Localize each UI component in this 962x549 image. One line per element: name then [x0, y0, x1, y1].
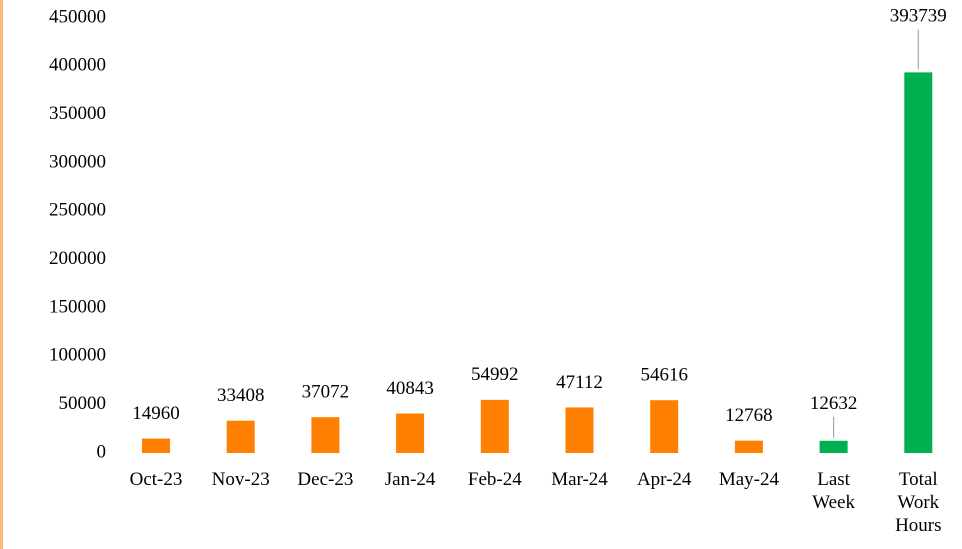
y-tick-label: 250000 — [49, 200, 106, 221]
data-label: 33408 — [217, 385, 265, 406]
bar — [311, 417, 340, 453]
bar — [904, 72, 933, 454]
data-label: 393739 — [890, 6, 947, 27]
x-tick-label: Mar-24 — [551, 469, 608, 490]
x-tick-label: Nov-23 — [211, 469, 270, 490]
x-tick-label: Feb-24 — [467, 469, 522, 490]
x-tick-label: Jan-24 — [384, 469, 436, 490]
bar — [819, 440, 848, 453]
y-tick-label: 400000 — [49, 55, 106, 76]
y-tick-label: 450000 — [49, 6, 106, 27]
bar — [226, 420, 255, 453]
y-tick-label: 200000 — [49, 248, 106, 269]
bar — [480, 399, 509, 453]
x-tick-label: Apr-24 — [636, 469, 692, 490]
bar — [734, 440, 763, 453]
data-label: 14960 — [132, 403, 180, 424]
bar — [565, 407, 594, 453]
bar — [650, 400, 679, 453]
data-label: 12632 — [810, 393, 858, 414]
y-tick-label: 300000 — [49, 151, 106, 172]
x-tick-label: Last Week — [812, 469, 855, 513]
bar — [142, 438, 170, 453]
x-tick-label: May-24 — [718, 469, 779, 490]
data-label: 37072 — [302, 382, 350, 403]
data-label: 47112 — [556, 372, 603, 393]
y-tick-label: 350000 — [49, 103, 106, 124]
left-border — [0, 0, 3, 549]
bar — [396, 413, 425, 453]
data-label: 40843 — [386, 378, 434, 399]
y-tick-label: 0 — [97, 441, 107, 462]
data-label: 12768 — [725, 405, 773, 426]
y-tick-label: 150000 — [49, 296, 106, 317]
y-tick-label: 100000 — [49, 345, 106, 366]
data-label: 54616 — [640, 365, 688, 386]
y-tick-label: 50000 — [59, 393, 107, 414]
data-label: 54992 — [471, 364, 519, 385]
x-tick-label: Total Work Hours — [895, 469, 942, 536]
x-tick-label: Oct-23 — [129, 469, 183, 490]
x-tick-label: Dec-23 — [297, 469, 354, 490]
